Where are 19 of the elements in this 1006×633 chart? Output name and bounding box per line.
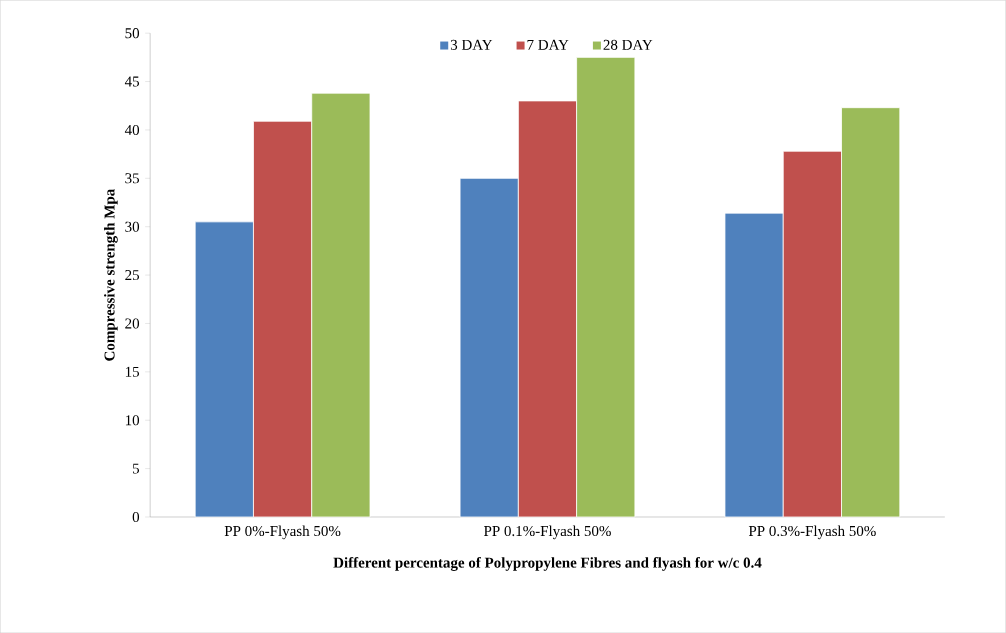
y-tick-label: 5 (133, 463, 140, 474)
x-tick-label: PP 0.3%-Flyash 50% (748, 525, 876, 540)
x-tick-label: PP 0.1%-Flyash 50% (483, 525, 611, 540)
y-tick-label: 40 (124, 124, 140, 135)
legend-label: 3 DAY (450, 39, 493, 50)
legend-label: 7 DAY (527, 39, 569, 50)
x-tick-label: PP 0%-Flyash 50% (224, 525, 341, 540)
y-tick-label: 0 (132, 511, 140, 522)
y-tick-label: 15 (125, 366, 140, 377)
y-tick-label: 50 (125, 28, 140, 39)
y-tick-label: 10 (125, 415, 140, 426)
y-axis-title: Compressive strength Mpa (104, 188, 118, 361)
y-tick-label: 30 (125, 221, 140, 232)
y-tick-label: 20 (125, 318, 140, 329)
y-tick-label: 45 (124, 76, 140, 87)
y-tick-label: 35 (125, 173, 140, 184)
y-tick-label: 25 (125, 269, 140, 281)
legend-label: 28 DAY (603, 39, 653, 50)
x-axis-title: Different percentage of Polypropylene Fibres and flyash for w/c 0.4 (333, 556, 762, 571)
